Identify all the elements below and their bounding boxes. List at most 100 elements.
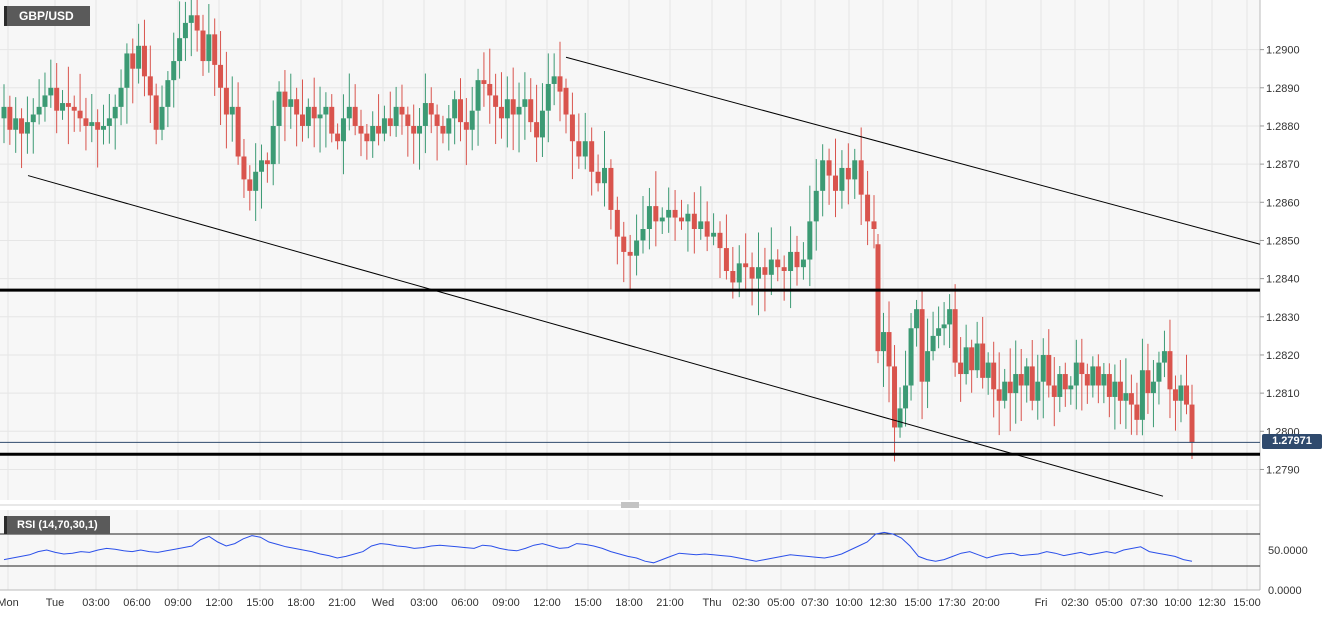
- rsi-panel: 0.0000 50.0000: [0, 531, 1308, 597]
- candle: [299, 79, 305, 142]
- candle: [282, 70, 288, 142]
- candle-body: [947, 309, 953, 325]
- x-tick-label: 15:00: [574, 597, 602, 609]
- candle: [646, 187, 652, 250]
- candle-body: [422, 103, 428, 126]
- candle-body: [1150, 381, 1156, 394]
- x-tick-label: 03:00: [410, 597, 438, 609]
- candle: [112, 94, 118, 150]
- candle-body: [800, 259, 806, 268]
- y-tick-label: 1.2850: [1266, 235, 1300, 247]
- candle: [364, 123, 370, 160]
- candle-body: [569, 114, 575, 142]
- candle-body: [376, 125, 382, 134]
- y-tick-label: 1.2880: [1266, 121, 1300, 133]
- candle: [1040, 338, 1046, 419]
- candle-body: [852, 160, 858, 180]
- candle-body: [317, 114, 323, 119]
- candle: [985, 352, 991, 395]
- candle: [602, 131, 607, 207]
- candle: [516, 82, 522, 153]
- candle-body: [1156, 362, 1162, 382]
- candle-body: [557, 76, 563, 92]
- candle-body: [1145, 370, 1151, 394]
- candle: [528, 78, 534, 133]
- candle: [1123, 358, 1129, 429]
- candle: [685, 204, 691, 252]
- candle: [1073, 339, 1079, 410]
- y-tick-label: 1.2810: [1266, 388, 1300, 400]
- candle: [807, 185, 813, 287]
- candle-body: [1095, 366, 1101, 386]
- candle-body: [288, 99, 294, 107]
- candle: [30, 98, 36, 154]
- candle: [1029, 339, 1035, 411]
- candle-body: [781, 267, 787, 271]
- x-tick-label: 09:00: [492, 597, 520, 609]
- candle-body: [1189, 404, 1195, 443]
- candle: [165, 71, 171, 128]
- candle-body: [387, 118, 393, 126]
- candle: [852, 148, 858, 199]
- candle-body: [886, 332, 892, 367]
- candle: [627, 234, 633, 292]
- x-tick-label: 10:00: [1164, 597, 1192, 609]
- candle-body: [839, 167, 845, 191]
- candle: [717, 221, 723, 278]
- candle-body: [936, 328, 942, 336]
- y-tick-label: 1.2820: [1266, 350, 1300, 362]
- x-tick-label: Tue: [46, 597, 65, 609]
- candle-body: [930, 335, 936, 352]
- candle: [936, 306, 942, 349]
- candle: [691, 192, 697, 254]
- candle: [36, 79, 42, 125]
- candle: [996, 352, 1002, 436]
- candle-body: [171, 61, 177, 81]
- candle-body: [807, 221, 813, 260]
- candle-body: [858, 160, 864, 195]
- candle: [1046, 329, 1052, 398]
- candle: [340, 94, 346, 175]
- candle-body: [691, 213, 697, 230]
- candle: [428, 87, 434, 134]
- pane-splitter[interactable]: [0, 502, 1260, 508]
- candle-body: [1123, 393, 1129, 401]
- candle: [270, 100, 276, 186]
- candle: [576, 113, 582, 169]
- candle-body: [446, 118, 452, 134]
- candle-body: [602, 167, 607, 184]
- candle-body: [311, 106, 317, 119]
- candle-body: [919, 309, 925, 382]
- candle-body: [299, 114, 305, 126]
- candle: [672, 190, 678, 241]
- candle-body: [335, 133, 341, 142]
- candle: [19, 108, 25, 169]
- candle: [833, 138, 838, 218]
- candle-body: [89, 122, 95, 126]
- trendline[interactable]: [27, 175, 1164, 497]
- candle: [1167, 319, 1173, 419]
- candle: [446, 104, 452, 151]
- candle-body: [428, 103, 434, 115]
- candle-body: [1079, 362, 1085, 375]
- candle: [469, 86, 475, 151]
- candle: [177, 1, 183, 79]
- x-tick-label: 15:00: [1233, 597, 1261, 609]
- candle-body: [768, 259, 774, 275]
- candle: [1128, 374, 1134, 435]
- candle: [247, 165, 253, 211]
- candle-body: [346, 106, 352, 119]
- candle: [1002, 368, 1008, 409]
- candle-body: [194, 15, 200, 31]
- candle: [974, 321, 980, 378]
- trendline[interactable]: [565, 56, 1261, 245]
- candle: [1024, 358, 1030, 403]
- candle-body: [1062, 374, 1068, 390]
- y-tick-label: 1.2870: [1266, 159, 1300, 171]
- candle-body: [914, 309, 920, 329]
- candle-body: [159, 106, 165, 130]
- candle: [919, 290, 925, 420]
- candle: [358, 109, 364, 157]
- candle-body: [130, 53, 136, 69]
